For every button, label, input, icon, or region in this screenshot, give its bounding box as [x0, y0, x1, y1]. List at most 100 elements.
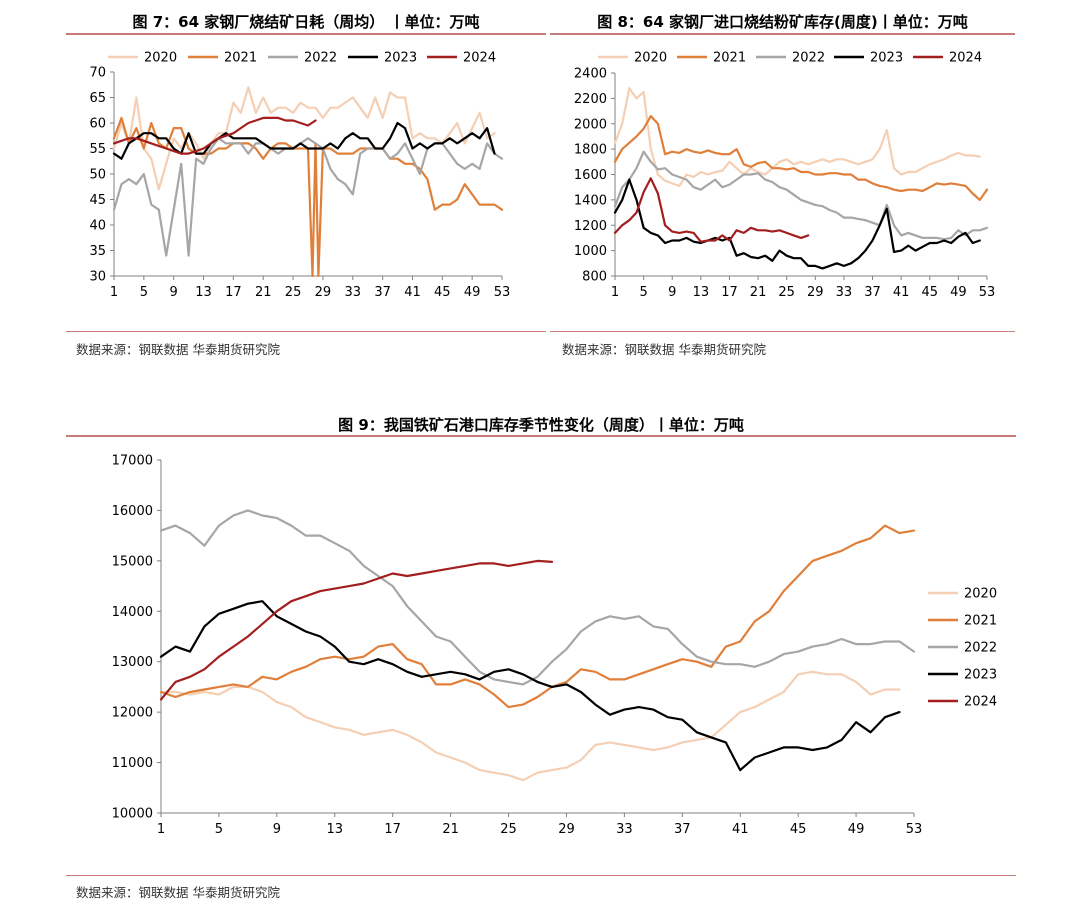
chart9-series-2020-line: [159, 670, 901, 782]
chart8-x-tick-label: 33: [836, 285, 853, 300]
chart7-legend-label-2023: 2023: [384, 51, 417, 66]
chart9-series-2024-line: [159, 559, 554, 701]
chart7-x-tick-label: 13: [195, 285, 212, 300]
chart8-y-tick-label: 2000: [574, 117, 607, 132]
chart7-y-tick-label: 50: [89, 168, 106, 183]
chart9-title: 图 9：我国铁矿石港口库存季节性变化（周度）丨单位：万吨: [338, 416, 744, 434]
chart9-top-rule: [66, 435, 1016, 437]
chart9-x-tick-label: 33: [616, 822, 633, 837]
chart8-x-tick-label: 5: [639, 285, 647, 300]
chart7-legend-label-2020: 2020: [144, 51, 177, 66]
chart9-y-tick-label: 11000: [112, 756, 153, 771]
chart9-x-tick-label: 21: [442, 822, 459, 837]
chart7-x-tick-label: 53: [494, 285, 511, 300]
chart8-x-tick-label: 9: [668, 285, 676, 300]
chart8-y-tick-label: 2400: [574, 67, 607, 82]
chart9-series-2021-line: [159, 524, 916, 709]
chart9-legend-label-2024: 2024: [964, 695, 997, 710]
chart7-x-tick-label: 25: [285, 285, 302, 300]
chart8-y-tick-label: 2200: [574, 92, 607, 107]
chart8-legend-label-2023: 2023: [870, 51, 903, 66]
chart9-x-tick-label: 9: [273, 822, 281, 837]
chart9-y-tick-label: 10000: [112, 807, 153, 822]
chart7-y-tick-label: 70: [89, 66, 106, 81]
chart8-x-tick-label: 25: [778, 285, 795, 300]
chart7-y-tick-label: 40: [89, 219, 106, 234]
chart8-legend-label-2020: 2020: [634, 51, 667, 66]
chart7-x-tick-label: 49: [464, 285, 481, 300]
chart7-x-tick-label: 1: [110, 285, 118, 300]
chart7-bottom-rule: [66, 331, 546, 332]
chart9-series-2023-line: [159, 600, 901, 772]
chart9-x-tick-label: 53: [906, 822, 923, 837]
chart7-x-tick-label: 21: [255, 285, 272, 300]
chart8-y-tick-label: 1400: [574, 193, 607, 208]
chart9-x-tick-label: 37: [674, 822, 691, 837]
chart7-legend-label-2021: 2021: [224, 51, 257, 66]
chart7-series-2021-line: [112, 116, 504, 278]
chart7-x-tick-label: 45: [434, 285, 451, 300]
chart7-x-tick-label: 5: [140, 285, 148, 300]
chart9-series-2022-line: [159, 509, 916, 686]
chart7-x-tick-label: 29: [315, 285, 332, 300]
chart7-x-tick-label: 41: [404, 285, 421, 300]
chart7-y-tick-label: 55: [89, 142, 106, 157]
chart7-series-2024-line: [112, 116, 317, 155]
chart8-x-tick-label: 21: [750, 285, 767, 300]
chart9-legend-label-2021: 2021: [964, 614, 997, 629]
chart7-x-tick-label: 9: [170, 285, 178, 300]
chart7-title: 图 7：64 家钢厂烧结矿日耗（周均） 丨单位：万吨: [132, 13, 480, 31]
chart9-x-tick-label: 17: [384, 822, 401, 837]
chart8-legend-label-2022: 2022: [792, 51, 825, 66]
chart9-y-tick-label: 14000: [112, 605, 153, 620]
chart9-y-tick-label: 12000: [112, 706, 153, 721]
chart9-x-tick-label: 1: [157, 822, 165, 837]
chart8-y-tick-label: 1600: [574, 168, 607, 183]
chart9-legend-label-2020: 2020: [964, 587, 997, 602]
chart9-legend-label-2022: 2022: [964, 641, 997, 656]
chart9-x-tick-label: 49: [848, 822, 865, 837]
chart7-series-2020-line: [112, 86, 496, 191]
chart8-series-2023-line: [613, 178, 981, 270]
chart8-series-2022-line: [613, 150, 989, 241]
chart9-x-tick-label: 25: [500, 822, 517, 837]
chart7-y-tick-label: 30: [89, 270, 106, 285]
chart7-y-tick-label: 60: [89, 117, 106, 132]
chart7-y-tick-label: 65: [89, 91, 106, 106]
chart7-y-tick-label: 35: [89, 244, 106, 259]
chart9-y-tick-label: 15000: [112, 554, 153, 569]
chart8-bottom-rule: [550, 331, 1015, 332]
chart8-x-tick-label: 17: [721, 285, 738, 300]
chart9-y-tick-label: 17000: [112, 454, 153, 469]
chart8-x-tick-label: 49: [950, 285, 967, 300]
chart8-x-tick-label: 45: [921, 285, 938, 300]
chart8-y-tick-label: 1800: [574, 143, 607, 158]
chart7-series-2023-line: [112, 121, 496, 160]
chart7-x-tick-label: 17: [225, 285, 242, 300]
chart9-x-tick-label: 41: [732, 822, 749, 837]
chart9-x-tick-label: 5: [215, 822, 223, 837]
chart8-x-tick-label: 37: [864, 285, 881, 300]
chart9-x-tick-label: 45: [790, 822, 807, 837]
chart8-legend-label-2021: 2021: [713, 51, 746, 66]
chart8-legend-label-2024: 2024: [949, 51, 982, 66]
chart9-legend-label-2023: 2023: [964, 668, 997, 683]
chart7-top-rule: [66, 33, 546, 35]
chart7-y-tick-label: 45: [89, 193, 106, 208]
chart9-y-tick-label: 13000: [112, 655, 153, 670]
chart8-x-tick-label: 29: [807, 285, 824, 300]
chart8-series-2021-line: [613, 114, 989, 201]
chart8-y-tick-label: 800: [582, 270, 607, 285]
chart7-x-tick-label: 37: [374, 285, 391, 300]
chart8-source: 数据来源：钢联数据 华泰期货研究院: [562, 342, 766, 357]
chart9-y-tick-label: 16000: [112, 504, 153, 519]
chart8-x-tick-label: 1: [611, 285, 619, 300]
chart9-x-tick-label: 29: [558, 822, 575, 837]
chart8-y-tick-label: 1000: [574, 244, 607, 259]
chart8-x-tick-label: 53: [979, 285, 996, 300]
chart8-top-rule: [550, 33, 1015, 35]
chart7-legend-label-2022: 2022: [304, 51, 337, 66]
